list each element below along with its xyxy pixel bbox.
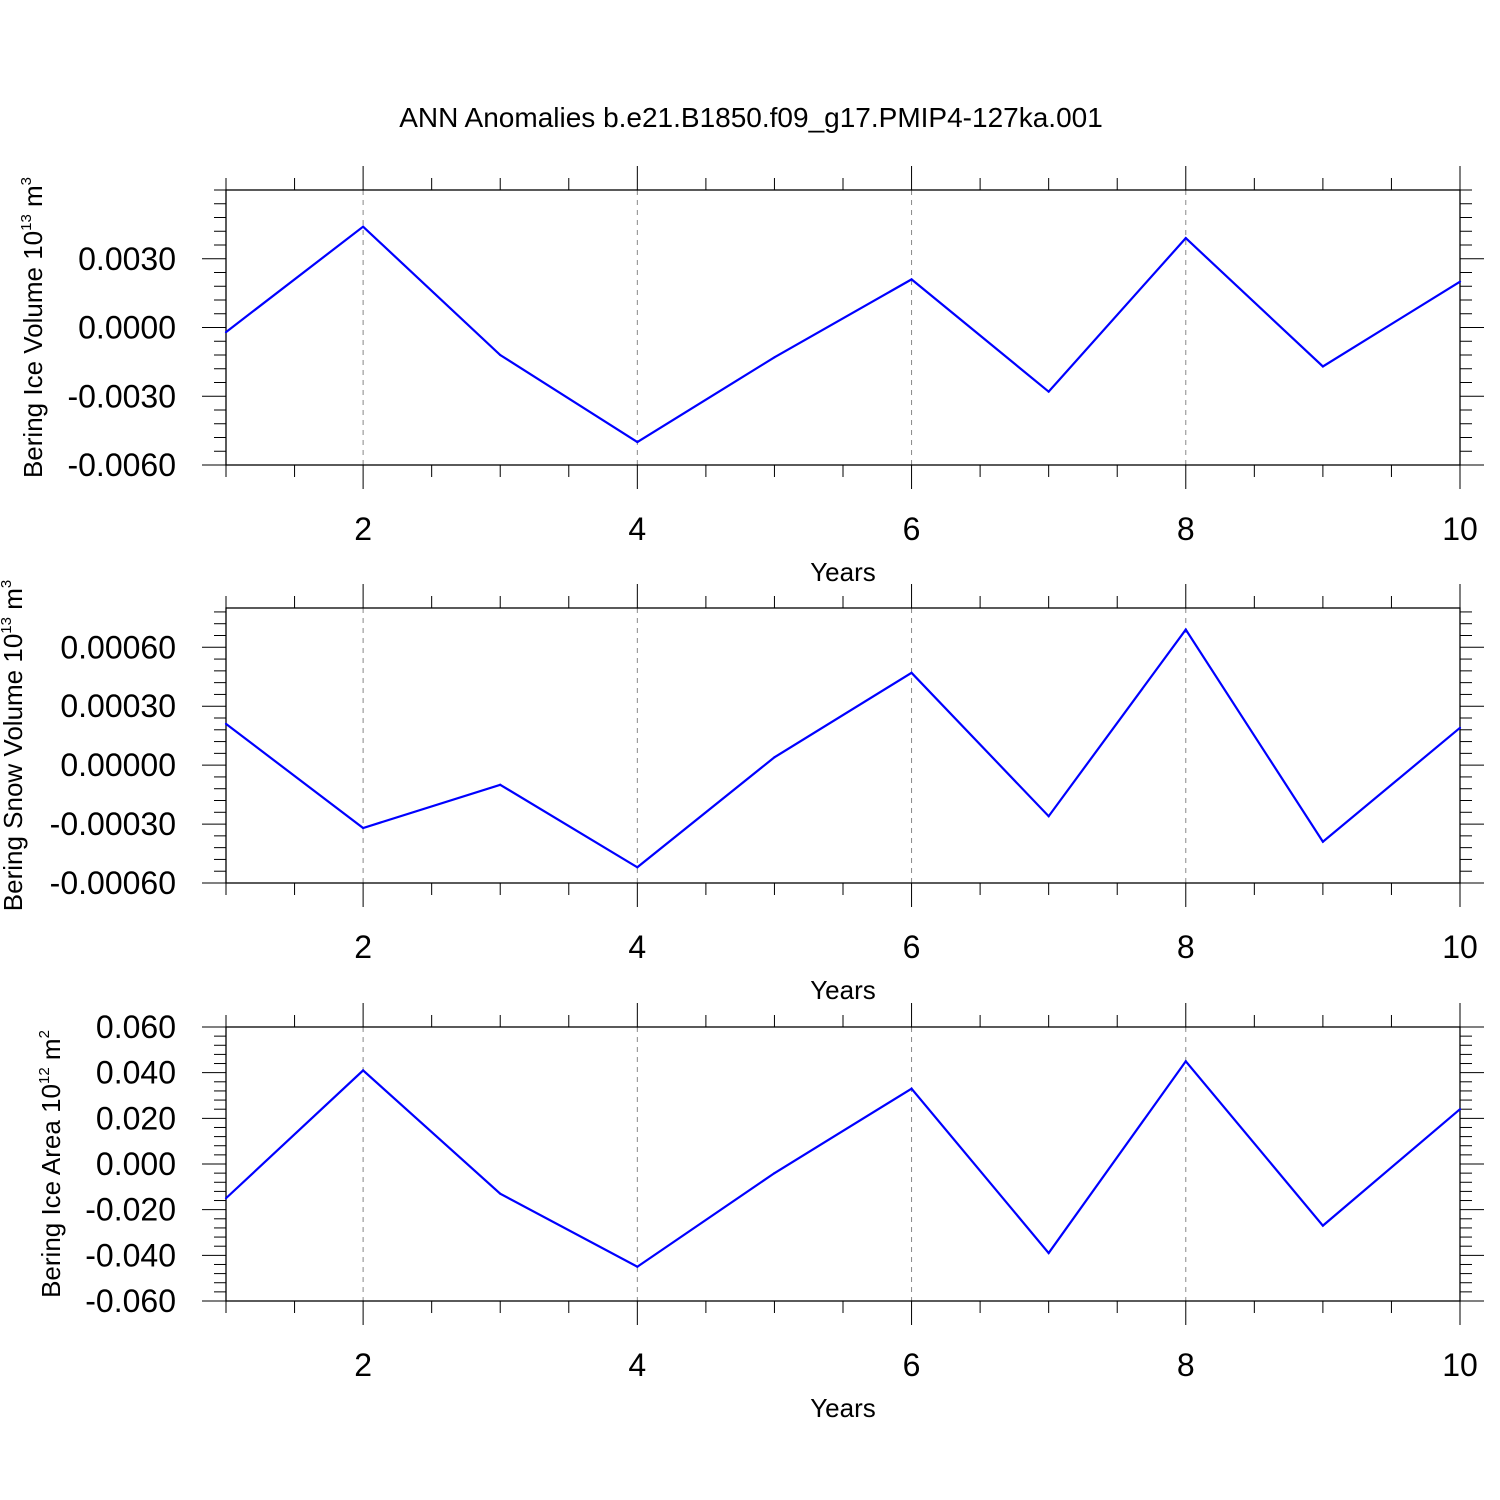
x-tick-label: 6 <box>903 1347 921 1383</box>
y-tick-label: -0.0030 <box>67 378 176 414</box>
data-point <box>773 1172 776 1175</box>
y-tick-label: -0.060 <box>85 1283 176 1319</box>
data-point <box>1184 628 1187 631</box>
data-point <box>1047 815 1050 818</box>
y-tick-label: -0.00060 <box>50 865 176 901</box>
data-point <box>636 1265 639 1268</box>
plot-frame <box>225 189 1461 466</box>
data-point <box>1047 390 1050 393</box>
y-tick-label: 0.020 <box>96 1100 176 1136</box>
x-tick-label: 10 <box>1442 511 1478 547</box>
y-axis-label-superscript: 12 <box>36 1067 53 1084</box>
data-point <box>1184 237 1187 240</box>
y-axis-label-superscript: 2 <box>36 1030 53 1038</box>
x-tick-label: 2 <box>354 1347 372 1383</box>
data-point <box>224 722 228 725</box>
series-line <box>225 1059 1461 1269</box>
data-point <box>499 783 502 786</box>
data-point <box>362 826 365 830</box>
y-tick-label: 0.060 <box>96 1009 176 1045</box>
y-tick-label: 0.00060 <box>60 629 176 665</box>
x-tick-label: 8 <box>1177 929 1195 965</box>
y-axis-label: Bering Ice Area 1012 m2 <box>36 1030 66 1298</box>
plot-frame <box>225 1026 1461 1302</box>
x-tick-label: 6 <box>903 929 921 965</box>
panel-3: 0.060 0.040 0.020 0.000 -0.020 -0.040 -0.060 2 4… <box>36 1003 1484 1423</box>
data-point <box>773 356 776 359</box>
data-point <box>910 278 913 281</box>
y-axis-label-text: m <box>18 185 48 214</box>
panel-2: 0.00060 0.00030 0.00000 -0.00030 -0.00060 2 4 6… <box>0 580 1484 1005</box>
plot-frame <box>225 607 1461 884</box>
data-point <box>910 671 913 674</box>
y-tick-label: 0.000 <box>96 1146 176 1182</box>
y-axis-label-superscript: 3 <box>18 177 35 185</box>
data-point <box>1458 280 1462 283</box>
y-axis-label-text: Bering Ice Volume 10 <box>18 231 48 478</box>
x-axis-label: Years <box>810 1393 876 1423</box>
x-axis-label: Years <box>810 557 876 587</box>
y-tick-label: 0.040 <box>96 1055 176 1091</box>
data-point <box>1321 840 1324 843</box>
data-point <box>1184 1060 1187 1063</box>
x-tick-label: 2 <box>354 929 372 965</box>
data-point <box>362 225 365 228</box>
y-tick-label: -0.00030 <box>50 806 176 842</box>
x-tick-label: 4 <box>628 929 646 965</box>
y-axis-label-superscript: 13 <box>18 214 35 231</box>
x-tick-label: 4 <box>628 511 646 547</box>
data-point <box>1321 1224 1324 1227</box>
y-axis-label-text: Bering Snow Volume 10 <box>0 634 28 912</box>
panel-1: 0.0030 0.0000 -0.0030 -0.0060 2 4 6 8 10 Years Ber… <box>18 166 1484 587</box>
data-point <box>773 756 776 759</box>
y-tick-label: 0.0030 <box>78 241 176 277</box>
x-tick-label: 8 <box>1177 511 1195 547</box>
y-tick-label: 0.00030 <box>60 688 176 724</box>
x-axis-label: Years <box>810 975 876 1005</box>
y-axis-label-text: m <box>36 1038 66 1067</box>
data-point <box>499 1192 502 1195</box>
data-point <box>499 353 502 357</box>
figure-title: ANN Anomalies b.e21.B1850.f09_g17.PMIP4-… <box>399 102 1103 133</box>
data-point <box>224 1197 228 1200</box>
series-line <box>225 627 1461 869</box>
x-tick-label: 10 <box>1442 1347 1478 1383</box>
y-axis-label: Bering Snow Volume 1013 m3 <box>0 580 28 911</box>
data-point <box>1458 1108 1462 1111</box>
data-point <box>224 330 228 334</box>
y-axis-label-text: m <box>0 588 28 617</box>
x-tick-label: 10 <box>1442 929 1478 965</box>
y-tick-label: -0.0060 <box>67 447 176 483</box>
y-tick-label: 0.0000 <box>78 310 176 346</box>
y-axis-label: Bering Ice Volume 1013 m3 <box>18 177 48 478</box>
data-point <box>1047 1251 1050 1255</box>
data-point <box>1458 726 1462 729</box>
data-point <box>636 440 639 444</box>
data-point <box>636 866 639 869</box>
series-line <box>225 225 1461 444</box>
y-axis-label-text: Bering Ice Area 10 <box>36 1084 66 1298</box>
y-axis-label-superscript: 13 <box>0 617 15 634</box>
x-tick-label: 6 <box>903 511 921 547</box>
panels: 0.0030 0.0000 -0.0030 -0.0060 2 4 6 8 10 Years Ber… <box>0 166 1484 1423</box>
data-point <box>910 1087 913 1090</box>
y-tick-label: -0.020 <box>85 1192 176 1228</box>
x-tick-label: 8 <box>1177 1347 1195 1383</box>
x-tick-label: 2 <box>354 511 372 547</box>
y-tick-label: 0.00000 <box>60 747 176 783</box>
x-tick-label: 4 <box>628 1347 646 1383</box>
data-point <box>1321 365 1324 368</box>
y-axis-label-superscript: 3 <box>0 580 15 588</box>
y-tick-label: -0.040 <box>85 1237 176 1273</box>
data-point <box>362 1069 365 1072</box>
